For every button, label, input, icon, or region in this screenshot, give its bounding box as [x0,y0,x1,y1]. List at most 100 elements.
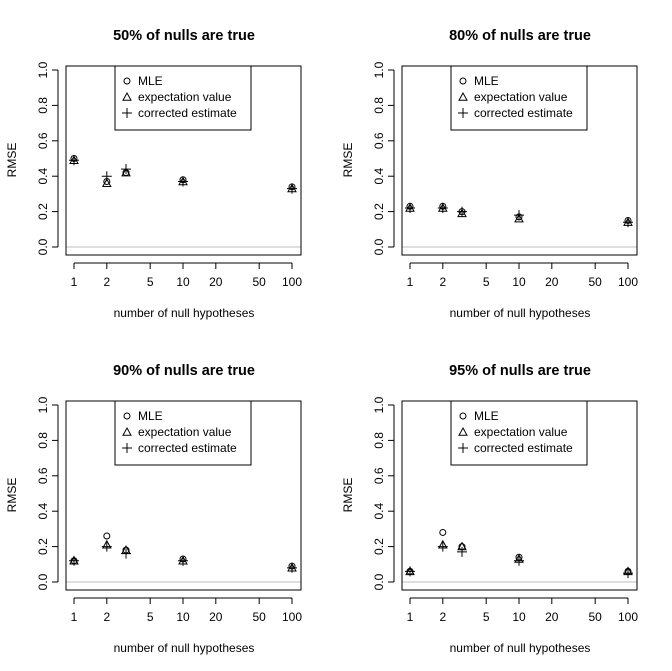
y-tick-label: 1.0 [36,61,50,78]
legend: MLE expectation value corrected estimate [450,400,588,466]
y-tick-label: 0.2 [372,538,386,555]
y-tick-label: 0.0 [372,573,386,590]
legend-label: expectation value [474,425,568,439]
chart-title: 80% of nulls are true [449,28,591,44]
legend-label: MLE [138,74,163,88]
x-tick-label: 2 [103,275,110,289]
legend-marker-triangle [458,91,468,101]
x-tick-label: 5 [147,275,154,289]
series-plus [405,203,633,228]
x-tick-label: 1 [71,610,78,624]
legend-label: expectation value [474,90,568,104]
legend-box [114,400,252,466]
legend-marker-circle [459,412,467,420]
data-point-plus [178,555,188,566]
x-axis-label: number of null hypotheses [114,641,255,655]
data-point-triangle [121,167,131,177]
x-tick-label: 100 [282,275,302,289]
legend: MLE expectation value corrected estimate [114,400,252,466]
y-tick-label: 0.6 [372,467,386,484]
y-tick-label: 0.4 [372,168,386,185]
x-tick-label: 50 [253,610,267,624]
x-tick-label: 1 [71,275,78,289]
x-tick-label: 10 [512,275,526,289]
data-point-plus [287,562,297,573]
y-tick-label: 0.8 [372,432,386,449]
x-tick-label: 1 [407,275,414,289]
chart-panel-2: 80% of nulls are true 1 2 5 10 20 50 100 0.0 0.2 0… [341,28,638,320]
x-tick-label: 100 [618,610,638,624]
legend-label: corrected estimate [474,106,573,120]
y-tick-label: 1.0 [372,61,386,78]
legend-marker-triangle [122,426,132,436]
y-tick-label: 0.8 [36,432,50,449]
data-point-plus [121,164,132,175]
y-tick-label: 0.0 [36,238,50,255]
x-tick-label: 50 [253,275,267,289]
y-axis-label: RMSE [341,478,355,513]
y-tick-label: 0.2 [36,203,50,220]
data-point-plus [405,566,415,577]
legend-label: corrected estimate [474,441,573,455]
x-tick-label: 5 [483,275,490,289]
y-tick-label: 1.0 [36,396,50,413]
y-tick-label: 0.6 [36,467,50,484]
data-point-plus [437,541,448,552]
y-tick-label: 0.2 [372,203,386,220]
legend-label: MLE [474,74,499,88]
data-point-plus [101,541,112,552]
data-point-plus [514,555,524,566]
x-tick-label: 10 [176,275,190,289]
data-point-plus [457,206,468,217]
legend-box [450,400,588,466]
x-tick-label: 10 [176,610,190,624]
x-axis-label: number of null hypotheses [114,306,255,320]
x-tick-label: 2 [439,275,446,289]
x-tick-label: 100 [282,610,302,624]
series-plus [405,541,633,579]
chart-title: 50% of nulls are true [113,28,255,44]
x-tick-label: 5 [483,610,490,624]
legend: MLE expectation value corrected estimate [450,65,588,131]
legend-label: corrected estimate [138,441,237,455]
data-point-plus [69,555,79,566]
data-point-plus [437,203,448,214]
y-tick-label: 0.8 [36,97,50,114]
data-point-circle [103,532,111,540]
x-tick-label: 5 [147,610,154,624]
y-tick-label: 0.4 [36,168,50,185]
y-tick-label: 0.2 [36,538,50,555]
chart-panel-4: 95% of nulls are true 1 2 5 10 20 50 100 0.0 0.2 0… [341,363,638,655]
legend-marker-plus [458,108,468,118]
x-tick-label: 10 [512,610,526,624]
data-point-triangle [101,178,112,187]
x-tick-label: 20 [545,275,559,289]
y-tick-label: 0.4 [36,503,50,520]
legend-marker-plus [458,443,468,453]
y-tick-label: 1.0 [372,396,386,413]
x-tick-label: 20 [545,610,559,624]
x-tick-label: 2 [103,610,110,624]
data-point-plus [178,176,188,187]
data-point-plus [69,155,79,166]
y-tick-label: 0.0 [372,238,386,255]
data-point-plus [287,183,297,194]
x-tick-label: 50 [589,610,603,624]
legend: MLE expectation value corrected estimate [114,65,252,131]
chart-title: 90% of nulls are true [113,363,255,379]
x-tick-label: 50 [589,275,603,289]
series-circle [406,528,632,575]
data-point-triangle [514,213,524,223]
legend-marker-circle [123,77,131,85]
legend-label: MLE [474,409,499,423]
data-point-circle [439,528,447,536]
x-axis-label: number of null hypotheses [450,641,591,655]
chart-title: 95% of nulls are true [449,363,591,379]
legend-box [450,65,588,131]
y-tick-label: 0.0 [36,573,50,590]
y-tick-label: 0.4 [372,503,386,520]
y-axis-label: RMSE [5,143,19,178]
data-point-plus [121,548,132,559]
legend-marker-circle [123,412,131,420]
